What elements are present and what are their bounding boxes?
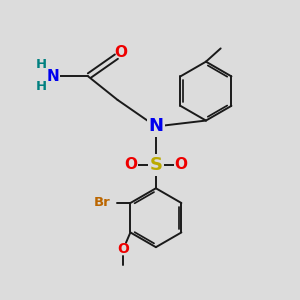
Text: O: O xyxy=(117,242,129,256)
Text: H: H xyxy=(35,80,46,93)
Text: H: H xyxy=(35,58,46,71)
Text: Br: Br xyxy=(94,196,111,209)
Text: O: O xyxy=(124,157,137,172)
Text: N: N xyxy=(46,69,59,84)
Text: O: O xyxy=(114,45,127,60)
Text: N: N xyxy=(148,117,164,135)
Text: O: O xyxy=(174,157,188,172)
Text: S: S xyxy=(149,156,162,174)
